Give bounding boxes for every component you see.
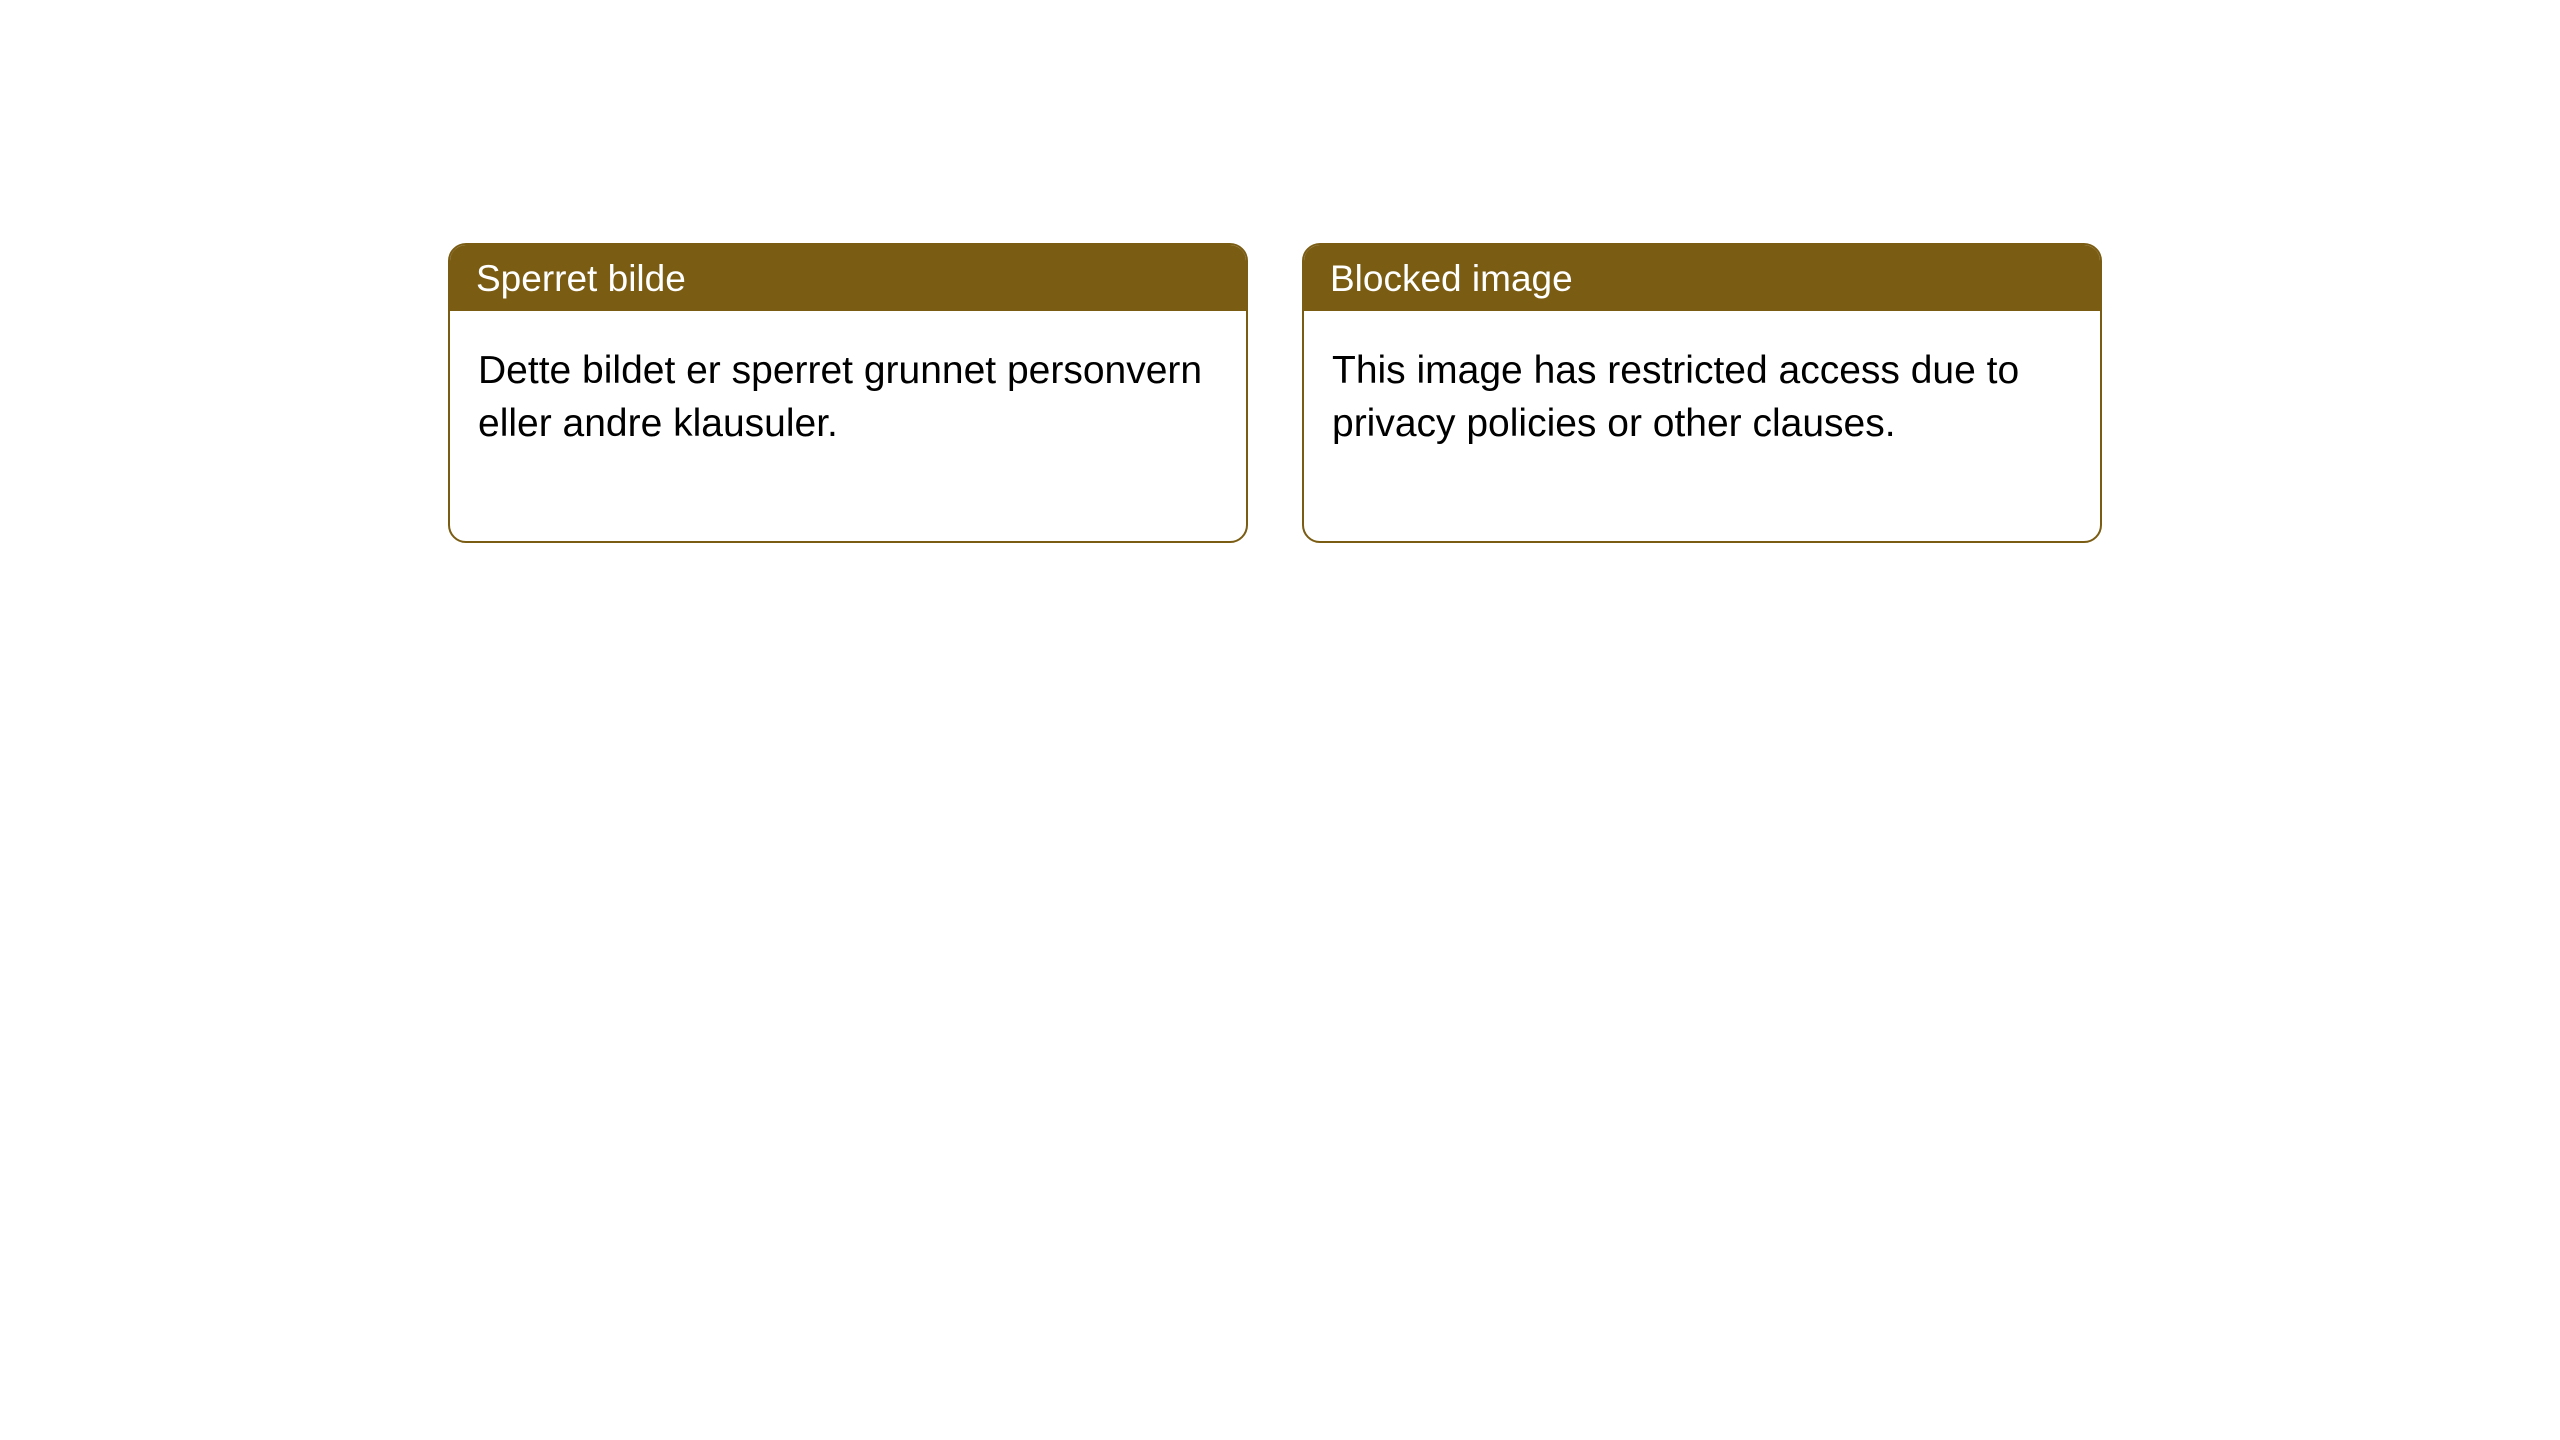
- notice-card-english: Blocked image This image has restricted …: [1302, 243, 2102, 543]
- notice-card-norwegian: Sperret bilde Dette bildet er sperret gr…: [448, 243, 1248, 543]
- notice-cards-container: Sperret bilde Dette bildet er sperret gr…: [0, 0, 2560, 543]
- notice-card-header: Blocked image: [1304, 245, 2100, 311]
- notice-card-body: Dette bildet er sperret grunnet personve…: [450, 311, 1246, 540]
- notice-card-body: This image has restricted access due to …: [1304, 311, 2100, 540]
- notice-card-header: Sperret bilde: [450, 245, 1246, 311]
